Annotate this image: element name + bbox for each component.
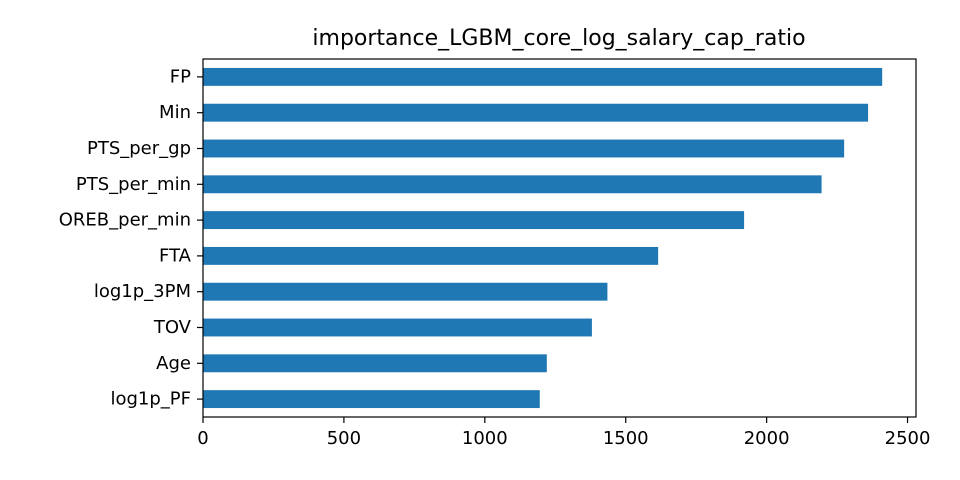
chart-title: importance_LGBM_core_log_salary_cap_rati… xyxy=(312,26,805,51)
y-tick-label: TOV xyxy=(153,317,192,338)
y-tick-label: PTS_per_gp xyxy=(87,138,191,159)
x-tick-label: 500 xyxy=(327,428,361,449)
y-tick-label: OREB_per_min xyxy=(59,210,191,231)
y-tick-label: Min xyxy=(159,102,191,123)
plot-frame xyxy=(202,58,917,418)
bar-log1p_3PM xyxy=(203,282,608,301)
bar-log1p_PF xyxy=(203,390,540,409)
y-tick-label: FTA xyxy=(159,245,192,266)
bar-PTS_per_gp xyxy=(203,139,845,158)
x-tick-label: 2000 xyxy=(744,428,790,449)
y-tick-label: log1p_PF xyxy=(110,389,191,410)
x-tick-label: 2500 xyxy=(885,428,931,449)
bar-FP xyxy=(203,67,883,86)
bar-OREB_per_min xyxy=(203,211,745,230)
x-axis: 0 500 1000 1500 2000 2500 xyxy=(197,417,930,449)
x-tick-label: 0 xyxy=(197,428,208,449)
bar-FTA xyxy=(203,246,659,265)
x-tick-label: 1000 xyxy=(462,428,508,449)
y-tick-label: FP xyxy=(170,66,191,87)
bar-PTS_per_min xyxy=(203,175,822,194)
bars-group xyxy=(203,67,883,409)
bar-Min xyxy=(203,103,869,122)
bar-Age xyxy=(203,354,547,373)
bar-TOV xyxy=(203,318,592,337)
y-tick-label: log1p_3PM xyxy=(94,281,191,302)
y-tick-label: Age xyxy=(156,353,191,374)
y-axis: FP Min PTS_per_gp PTS_per_min OREB_per_min FT… xyxy=(59,66,203,410)
y-tick-label: PTS_per_min xyxy=(76,174,191,195)
x-tick-label: 1500 xyxy=(603,428,649,449)
